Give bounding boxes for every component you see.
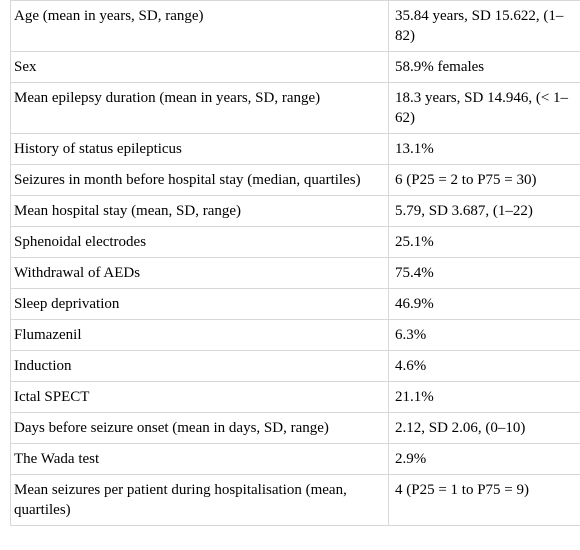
row-label: Sex bbox=[10, 51, 389, 83]
table-row: Sphenoidal electrodes 25.1% bbox=[10, 226, 580, 258]
row-label: The Wada test bbox=[10, 443, 389, 475]
row-value: 21.1% bbox=[388, 381, 580, 413]
row-value: 4 (P25 = 1 to P75 = 9) bbox=[388, 474, 580, 526]
table-row: Seizures in month before hospital stay (… bbox=[10, 164, 580, 196]
table-row: Induction 4.6% bbox=[10, 350, 580, 382]
row-label: Days before seizure onset (mean in days,… bbox=[10, 412, 389, 444]
table-row: Mean epilepsy duration (mean in years, S… bbox=[10, 82, 580, 134]
row-value: 75.4% bbox=[388, 257, 580, 289]
table-row: Age (mean in years, SD, range) 35.84 yea… bbox=[10, 0, 580, 52]
patient-characteristics-table: Age (mean in years, SD, range) 35.84 yea… bbox=[10, 0, 580, 526]
row-label: Sleep deprivation bbox=[10, 288, 389, 320]
table-row: Sleep deprivation 46.9% bbox=[10, 288, 580, 320]
table-row: History of status epilepticus 13.1% bbox=[10, 133, 580, 165]
row-value: 13.1% bbox=[388, 133, 580, 165]
row-label: History of status epilepticus bbox=[10, 133, 389, 165]
table-row: Days before seizure onset (mean in days,… bbox=[10, 412, 580, 444]
table-row: Flumazenil 6.3% bbox=[10, 319, 580, 351]
row-label: Mean hospital stay (mean, SD, range) bbox=[10, 195, 389, 227]
row-value: 18.3 years, SD 14.946, (< 1–62) bbox=[388, 82, 580, 134]
row-label: Withdrawal of AEDs bbox=[10, 257, 389, 289]
row-label: Sphenoidal electrodes bbox=[10, 226, 389, 258]
row-value: 2.12, SD 2.06, (0–10) bbox=[388, 412, 580, 444]
row-value: 5.79, SD 3.687, (1–22) bbox=[388, 195, 580, 227]
table-row: Ictal SPECT 21.1% bbox=[10, 381, 580, 413]
table-row: The Wada test 2.9% bbox=[10, 443, 580, 475]
row-value: 6 (P25 = 2 to P75 = 30) bbox=[388, 164, 580, 196]
row-label: Induction bbox=[10, 350, 389, 382]
row-label: Seizures in month before hospital stay (… bbox=[10, 164, 389, 196]
table-row: Sex 58.9% females bbox=[10, 51, 580, 83]
table-row: Mean seizures per patient during hospita… bbox=[10, 474, 580, 526]
patient-characteristics-table-container: Age (mean in years, SD, range) 35.84 yea… bbox=[10, 0, 580, 526]
row-label: Ictal SPECT bbox=[10, 381, 389, 413]
row-value: 58.9% females bbox=[388, 51, 580, 83]
row-label: Age (mean in years, SD, range) bbox=[10, 0, 389, 52]
row-value: 35.84 years, SD 15.622, (1–82) bbox=[388, 0, 580, 52]
row-value: 25.1% bbox=[388, 226, 580, 258]
table-row: Withdrawal of AEDs 75.4% bbox=[10, 257, 580, 289]
row-value: 2.9% bbox=[388, 443, 580, 475]
row-value: 6.3% bbox=[388, 319, 580, 351]
row-label: Mean seizures per patient during hospita… bbox=[10, 474, 389, 526]
row-label: Mean epilepsy duration (mean in years, S… bbox=[10, 82, 389, 134]
row-value: 4.6% bbox=[388, 350, 580, 382]
row-value: 46.9% bbox=[388, 288, 580, 320]
table-row: Mean hospital stay (mean, SD, range) 5.7… bbox=[10, 195, 580, 227]
row-label: Flumazenil bbox=[10, 319, 389, 351]
